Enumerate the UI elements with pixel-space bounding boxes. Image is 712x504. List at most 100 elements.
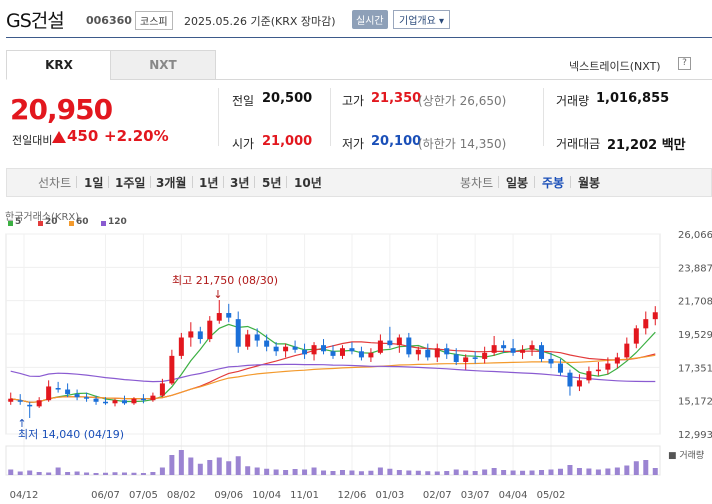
volume-bar (226, 461, 232, 475)
candle-weekly[interactable]: 주봉 (542, 176, 565, 190)
volume-bar (93, 473, 99, 475)
period-1y[interactable]: 1년 (199, 176, 219, 190)
candle[interactable] (586, 366, 592, 384)
candle[interactable] (368, 348, 374, 362)
tab-nxt[interactable]: NXT (110, 50, 216, 80)
candle[interactable] (595, 361, 601, 376)
candle[interactable] (55, 381, 61, 393)
candle-daily[interactable]: 일봉 (506, 176, 529, 190)
candle[interactable] (377, 334, 383, 355)
candle[interactable] (150, 392, 156, 402)
candle[interactable] (444, 343, 450, 359)
candle[interactable] (463, 354, 469, 370)
candle[interactable] (643, 311, 649, 335)
candle[interactable] (8, 392, 14, 405)
candle[interactable] (529, 340, 535, 356)
candle-body (643, 319, 649, 329)
candle[interactable] (74, 389, 80, 401)
candle[interactable] (510, 339, 516, 356)
corp-overview-dropdown[interactable]: 기업개요 ▾ (393, 10, 450, 29)
period-5y[interactable]: 5년 (262, 176, 282, 190)
candle[interactable] (548, 352, 554, 369)
candle[interactable] (557, 358, 563, 376)
candle[interactable] (159, 378, 165, 398)
candle[interactable] (292, 340, 298, 353)
candle[interactable] (121, 395, 127, 405)
candle[interactable] (434, 343, 440, 362)
candle[interactable] (576, 374, 582, 392)
candle[interactable] (188, 322, 194, 347)
candle[interactable] (339, 345, 345, 359)
candle[interactable] (235, 311, 241, 353)
nxt-link[interactable]: 넥스트레이드(NXT) (569, 60, 661, 73)
volume-bar (17, 471, 23, 475)
candle[interactable] (396, 334, 402, 353)
candle[interactable] (36, 397, 42, 408)
candle[interactable] (349, 342, 355, 355)
volume-bar (197, 463, 203, 475)
candle[interactable] (652, 306, 658, 326)
volume-value: 1,016,855 (596, 91, 670, 106)
candle[interactable] (482, 346, 488, 364)
candle[interactable] (245, 329, 251, 350)
realtime-button[interactable]: 실시간 (352, 10, 388, 29)
candle[interactable] (93, 395, 99, 405)
candle[interactable] (216, 300, 222, 324)
line-chart-label[interactable]: 선차트 (38, 176, 72, 190)
candle-monthly[interactable]: 월봉 (578, 176, 601, 190)
period-10y[interactable]: 10년 (294, 176, 322, 190)
candle[interactable] (358, 346, 364, 361)
candle[interactable] (415, 346, 421, 361)
candle[interactable] (321, 339, 327, 355)
candle[interactable] (197, 326, 203, 344)
candle[interactable] (330, 345, 336, 359)
candle[interactable] (520, 345, 526, 359)
candle[interactable] (605, 357, 611, 375)
candle[interactable] (311, 342, 317, 361)
candle[interactable] (387, 326, 393, 349)
x-tick-label: 03/07 (461, 490, 490, 501)
candle[interactable] (453, 348, 459, 366)
candle[interactable] (501, 340, 507, 353)
candle[interactable] (17, 394, 23, 405)
x-tick-label: 04/12 (10, 490, 39, 501)
candle[interactable] (425, 343, 431, 361)
candle[interactable] (633, 325, 639, 349)
candle[interactable] (624, 337, 630, 359)
candle[interactable] (273, 342, 279, 356)
candle-body (46, 386, 52, 401)
period-1w[interactable]: 1주일 (115, 176, 146, 190)
candle[interactable] (27, 401, 33, 418)
candle[interactable] (178, 332, 184, 359)
volume-bar (557, 468, 563, 475)
candle[interactable] (254, 328, 260, 347)
candle[interactable] (567, 369, 573, 396)
candle[interactable] (302, 343, 308, 359)
candle[interactable] (131, 397, 137, 405)
candle[interactable] (65, 383, 71, 398)
candle[interactable] (283, 343, 289, 358)
candle[interactable] (491, 335, 497, 356)
candle[interactable] (169, 349, 175, 385)
candle[interactable] (46, 380, 52, 402)
candle[interactable] (226, 303, 232, 323)
candle[interactable] (614, 352, 620, 369)
candle[interactable] (472, 351, 478, 364)
candle[interactable] (406, 332, 412, 358)
period-1d[interactable]: 1일 (84, 176, 104, 190)
candle[interactable] (264, 334, 270, 352)
candle[interactable] (103, 397, 109, 405)
period-3m[interactable]: 3개월 (156, 176, 187, 190)
help-icon[interactable]: ? (678, 57, 691, 70)
candle[interactable] (207, 316, 213, 343)
candle[interactable] (84, 392, 90, 402)
volume-bar (131, 472, 137, 475)
candle[interactable] (112, 398, 118, 407)
period-3y[interactable]: 3년 (230, 176, 250, 190)
candle-body (264, 340, 270, 347)
candle-chart-label[interactable]: 봉차트 (460, 176, 494, 190)
tab-krx[interactable]: KRX (6, 50, 112, 80)
candle[interactable] (539, 342, 545, 362)
candle[interactable] (140, 394, 146, 404)
